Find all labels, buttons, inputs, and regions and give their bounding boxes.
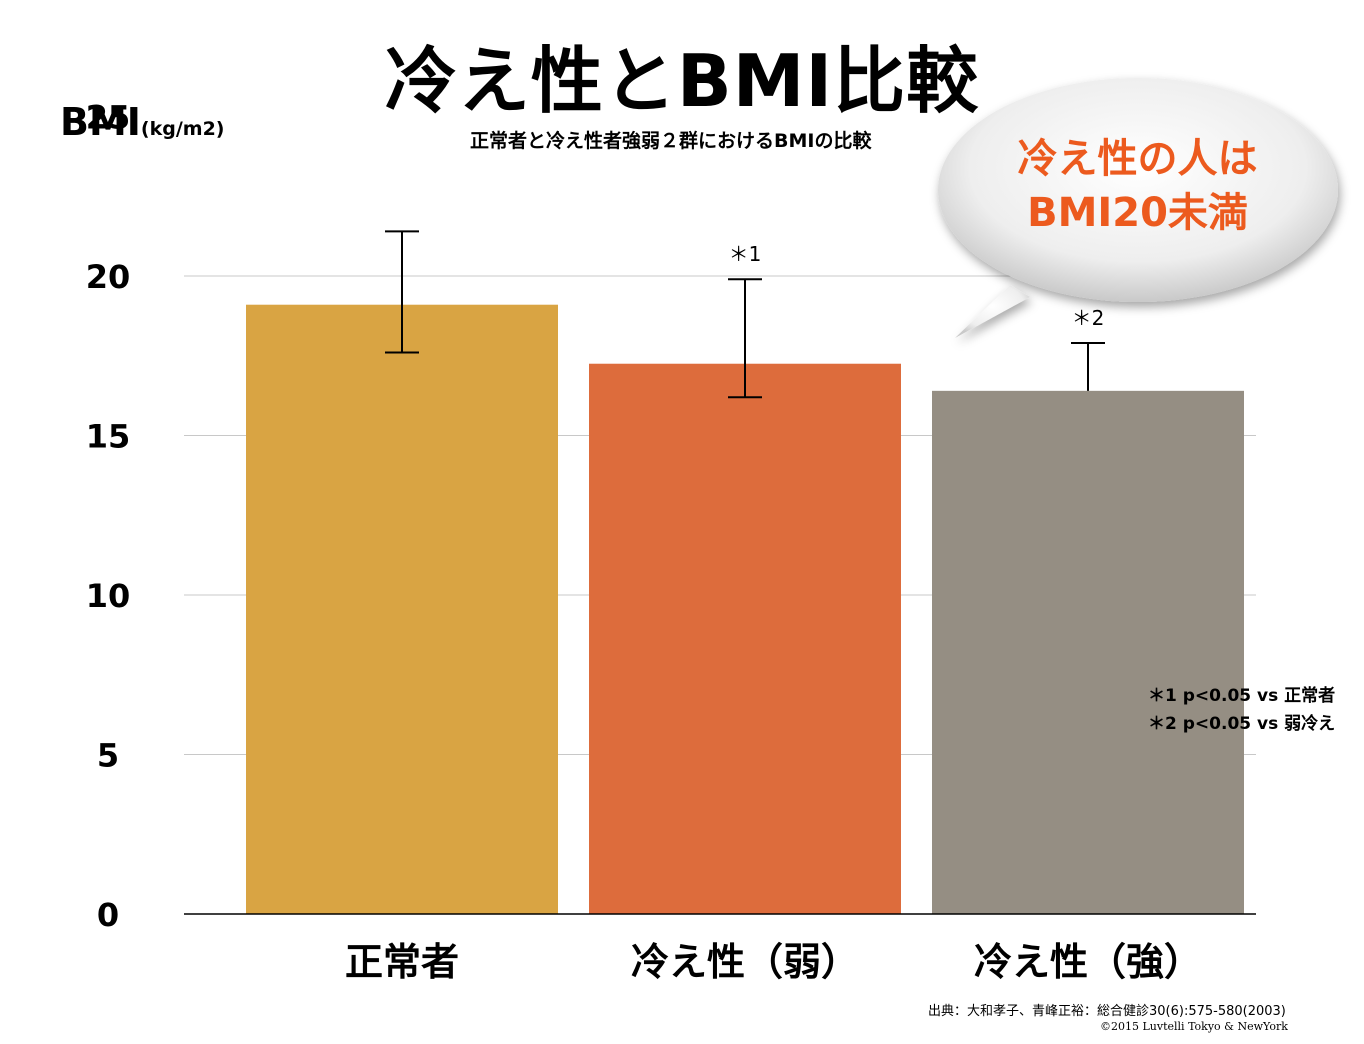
copyright: ©2015 Luvtelli Tokyo & NewYork <box>1100 1020 1288 1033</box>
x-axis-ticks: 正常者 冷え性（弱） 冷え性（強） <box>345 940 1202 984</box>
significance-notes: ＊1 p<0.05 vs 正常者 ＊2 p<0.05 vs 弱冷え <box>1148 682 1335 738</box>
callout-line-2: BMI20未満 <box>1027 190 1248 236</box>
callout-bubble-ellipse <box>938 78 1338 302</box>
y-tick-label: 10 <box>86 577 131 615</box>
y-axis-label-unit: (kg/m2) <box>140 118 225 140</box>
significance-label: ＊2 <box>1072 306 1105 330</box>
y-axis-label: BMI(kg/m2) <box>60 100 224 144</box>
y-tick-label: 15 <box>86 418 131 456</box>
significance-label: ＊1 <box>729 242 762 266</box>
y-tick-label: 25 <box>86 99 131 137</box>
note-1: ＊1 p<0.05 vs 正常者 <box>1148 686 1336 706</box>
callout-line-1: 冷え性の人は <box>1017 136 1258 182</box>
bar <box>246 304 558 915</box>
y-tick-label: 5 <box>97 737 119 775</box>
x-tick-label: 冷え性（強） <box>974 940 1202 984</box>
y-tick-label: 20 <box>86 258 131 296</box>
bar <box>589 363 901 915</box>
error-bars <box>385 230 1105 399</box>
callout-text: 冷え性の人は BMI20未満 <box>940 132 1335 240</box>
x-tick-label: 正常者 <box>345 940 459 984</box>
source-citation: 出典：大和孝子、青峰正裕：総合健診30(6):575-580(2003) <box>928 1004 1286 1019</box>
bar <box>932 390 1244 915</box>
callout-bubble <box>938 78 1338 338</box>
x-tick-label: 冷え性（弱） <box>631 940 859 984</box>
chart-title: 冷え性とBMI比較 <box>384 39 980 123</box>
y-axis-label-main: BMI <box>60 100 141 144</box>
callout-bubble-shape <box>955 285 1030 338</box>
chart-subtitle: 正常者と冷え性者強弱２群におけるBMIの比較 <box>470 130 872 152</box>
note-2: ＊2 p<0.05 vs 弱冷え <box>1148 714 1336 734</box>
y-axis-ticks: 0 5 10 15 20 25 <box>86 99 131 935</box>
y-tick-label: 0 <box>97 896 119 934</box>
bars <box>246 304 1244 915</box>
